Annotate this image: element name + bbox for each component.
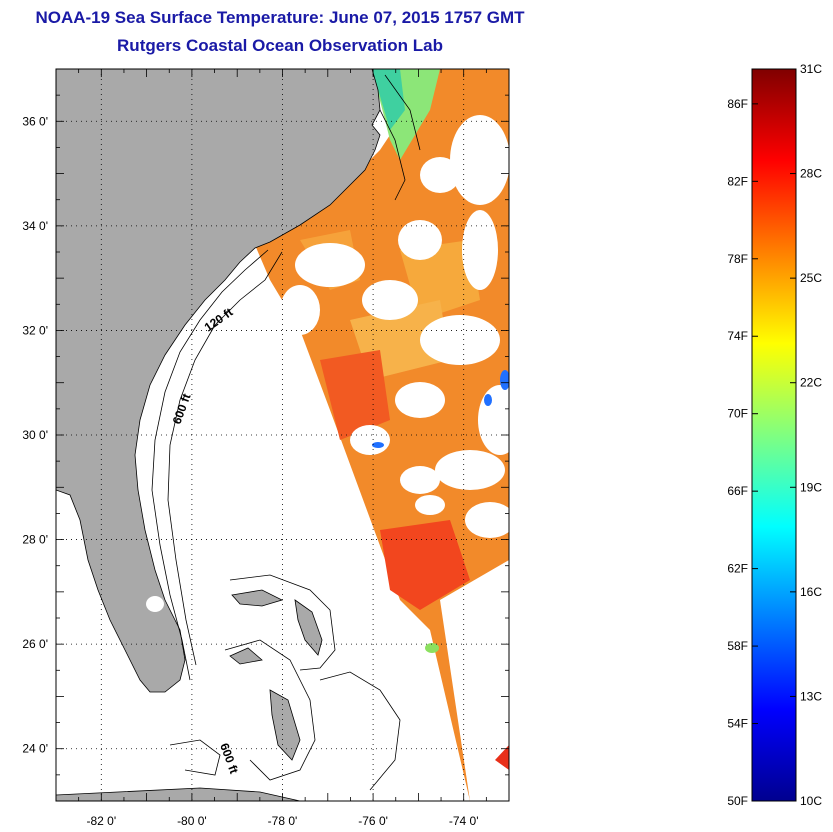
lon-tick-label: -80 0' [177,814,207,828]
warm-gulf-stream [380,520,470,610]
grid [56,69,509,801]
title-line-2: Rutgers Coastal Ocean Observation Lab [117,36,443,55]
colorbar [751,68,797,802]
cool-spots [372,370,509,448]
colorbar-f-label: 54F [727,717,748,731]
colorbar-f-label: 66F [727,484,748,498]
lat-tick-label: 34 0' [22,219,48,233]
land-us-southeast [56,69,381,693]
colorbar-c-label: 10C [800,794,822,808]
colorbar-ticks: 50F 54F 58F 62F 66F 70F 74F 78F 82F 86F 10C 13C 16C 1… [727,62,822,808]
colorbar-c-label: 22C [800,376,822,390]
cloud-cover [280,115,509,801]
colorbar-c-label: 25C [800,271,822,285]
lat-tick-label: 24 0' [22,742,48,756]
lat-tick-label: 28 0' [22,533,48,547]
colorbar-f-label: 74F [727,329,748,343]
colorbar-f-label: 50F [727,794,748,808]
colorbar-f-label: 58F [727,639,748,653]
lat-tick-label: 30 0' [22,428,48,442]
colorbar-f-label: 86F [727,97,748,111]
lon-tick-label: -78 0' [268,814,298,828]
colorbar-f-label: 62F [727,562,748,576]
colorbar-c-label: 28C [800,167,822,181]
colorbar-f-label: 78F [727,252,748,266]
lat-tick-label: 36 0' [22,114,48,128]
colorbar-c-label: 13C [800,689,822,703]
colorbar-c-label: 19C [800,480,822,494]
colorbar-c-label: 31C [800,62,822,76]
title-line-1: NOAA-19 Sea Surface Temperature: June 07… [35,8,525,27]
axis-ticks: 24 0' 26 0' 28 0' 30 0' 32 0' 34 0' 36 0' -82 0… [22,68,510,828]
lat-tick-label: 32 0' [22,323,48,337]
map-area: 120 ft 600 ft 600 ft [56,69,509,801]
lat-tick-label: 26 0' [22,637,48,651]
lake-okeechobee [146,596,164,612]
colorbar-f-label: 82F [727,174,748,188]
lon-tick-label: -76 0' [358,814,388,828]
land-bahamas [56,589,323,801]
lon-tick-label: -74 0' [449,814,479,828]
colorbar-c-label: 16C [800,585,822,599]
bathymetry-contours [151,74,421,791]
lon-tick-label: -82 0' [86,814,116,828]
colorbar-f-label: 70F [727,407,748,421]
